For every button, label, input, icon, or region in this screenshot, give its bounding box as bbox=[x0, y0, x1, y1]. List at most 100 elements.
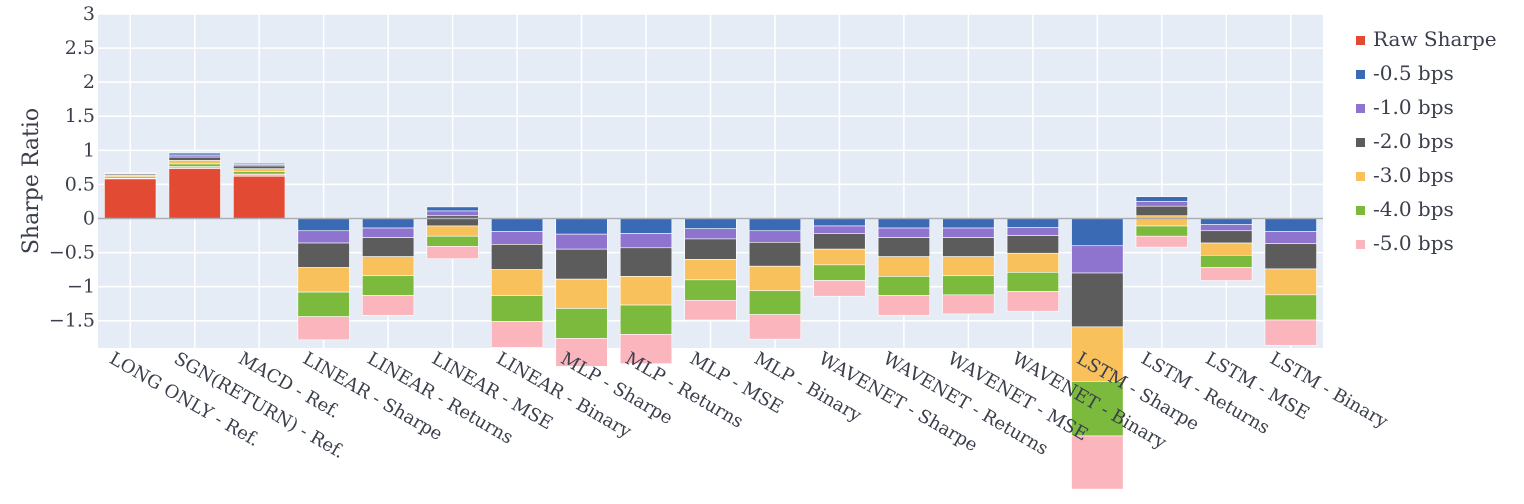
bar-segment-5-0-bps-16 bbox=[1071, 435, 1124, 490]
bar-segment-3-0-bps-17 bbox=[1135, 215, 1188, 227]
bars-layer bbox=[104, 152, 1317, 490]
bar-segment-5-0-bps-3 bbox=[233, 173, 286, 177]
bar-segment-0-5-bps-8 bbox=[555, 218, 608, 235]
y-axis-label: Sharpe Ratio bbox=[19, 108, 44, 254]
bar-segment-2-0-bps-10 bbox=[684, 238, 737, 260]
bar-segment-2-0-bps-9 bbox=[619, 247, 673, 277]
bar-segment-1-0-bps-8 bbox=[555, 233, 608, 250]
bar-segment-3-0-bps-7 bbox=[490, 269, 544, 296]
bar-segment-4-0-bps-17 bbox=[1135, 225, 1188, 237]
bar-segment-4-0-bps-2 bbox=[168, 163, 221, 167]
bar-segment-0-5-bps-4 bbox=[297, 218, 350, 232]
bar-segment-4-0-bps-7 bbox=[490, 295, 544, 322]
bar-segment-4-0-bps-11 bbox=[748, 290, 802, 315]
bar-segment-1-0-bps-7 bbox=[490, 231, 544, 245]
bar-segment-raw-sharpe-1 bbox=[104, 172, 157, 219]
bar-segment-3-0-bps-18 bbox=[1200, 242, 1253, 256]
bar-segment-4-0-bps-9 bbox=[619, 304, 673, 335]
bar-segment-1-0-bps-11 bbox=[748, 230, 802, 243]
bar-segment-0-5-bps-11 bbox=[748, 218, 802, 232]
bar-segment-5-0-bps-7 bbox=[490, 321, 544, 348]
legend-swatch bbox=[1356, 206, 1365, 215]
bar-segment-0-5-bps-12 bbox=[813, 218, 866, 227]
bar-segment-1-0-bps-10 bbox=[684, 228, 737, 240]
bar-segment-5-0-bps-1 bbox=[104, 177, 157, 180]
bar-segment-4-0-bps-18 bbox=[1200, 254, 1253, 268]
legend-label: -3.0 bps bbox=[1373, 163, 1454, 187]
bar-segment-3-0-bps-3 bbox=[233, 168, 286, 172]
bar-segment-5-0-bps-10 bbox=[684, 299, 737, 321]
bar-segment-3-0-bps-10 bbox=[684, 259, 737, 281]
y-tick-label: 2.5 bbox=[65, 37, 95, 59]
bar-segment-4-0-bps-3 bbox=[233, 171, 286, 175]
bar-segment-2-0-bps-8 bbox=[555, 248, 608, 280]
y-tick-label: 3 bbox=[83, 3, 95, 25]
bar-segment-0-5-bps-2 bbox=[168, 152, 221, 156]
bar-segment-4-0-bps-14 bbox=[942, 275, 995, 296]
bar-segment-1-0-bps-4 bbox=[297, 230, 350, 244]
bar-segment-4-0-bps-12 bbox=[813, 264, 866, 281]
bar-segment-0-5-bps-7 bbox=[490, 218, 544, 232]
bar-segment-5-0-bps-18 bbox=[1200, 267, 1253, 281]
bar-segment-4-0-bps-5 bbox=[362, 275, 415, 296]
bar-segment-3-0-bps-4 bbox=[297, 267, 350, 293]
bar-segment-2-0-bps-18 bbox=[1200, 230, 1253, 244]
bar-segment-2-0-bps-2 bbox=[168, 156, 221, 161]
y-tick-label: 1.5 bbox=[65, 105, 95, 127]
bar-segment-1-0-bps-13 bbox=[877, 227, 931, 238]
legend-swatch bbox=[1356, 70, 1365, 79]
legend-label: -1.0 bps bbox=[1373, 95, 1454, 119]
bar-segment-5-0-bps-6 bbox=[426, 246, 479, 260]
legend-swatch bbox=[1356, 104, 1365, 113]
x-tick-label: MLP - Binary bbox=[750, 348, 865, 427]
y-tick-label: 0.5 bbox=[65, 173, 95, 195]
bar-segment-0-5-bps-9 bbox=[619, 218, 673, 234]
bar-segment-1-0-bps-5 bbox=[362, 227, 415, 238]
bar-segment-2-0-bps-16 bbox=[1071, 272, 1124, 328]
y-tick-label: 2 bbox=[83, 71, 95, 93]
y-tick-label: −0.5 bbox=[49, 242, 95, 264]
bar-segment-3-0-bps-12 bbox=[813, 248, 866, 266]
bar-segment-4-0-bps-4 bbox=[297, 291, 350, 317]
bar-segment-3-0-bps-16 bbox=[1071, 326, 1124, 382]
bar-segment-2-0-bps-14 bbox=[942, 237, 995, 257]
legend-swatch bbox=[1356, 240, 1365, 249]
bar-segment-3-0-bps-5 bbox=[362, 256, 415, 277]
bar-segment-2-0-bps-17 bbox=[1135, 205, 1188, 217]
bar-segment-2-0-bps-6 bbox=[426, 215, 479, 227]
bar-segment-4-0-bps-6 bbox=[426, 235, 479, 247]
bar-segment-1-0-bps-9 bbox=[619, 233, 673, 249]
bar-segment-5-0-bps-11 bbox=[748, 314, 802, 340]
bar-segment-2-0-bps-3 bbox=[233, 165, 286, 170]
y-tick-label: −1.5 bbox=[49, 310, 95, 332]
bar-segment-5-0-bps-14 bbox=[942, 294, 995, 315]
bar-segment-0-5-bps-6 bbox=[426, 206, 479, 212]
bar-segment-0-5-bps-17 bbox=[1135, 196, 1188, 202]
bar-segment-1-0-bps-14 bbox=[942, 227, 995, 238]
bar-segment-0-5-bps-18 bbox=[1200, 218, 1253, 225]
legend-label: -4.0 bps bbox=[1373, 197, 1454, 221]
bar-segment-4-0-bps-19 bbox=[1264, 294, 1317, 321]
bar-segment-0-5-bps-5 bbox=[362, 218, 415, 229]
bar-segment-5-0-bps-19 bbox=[1264, 319, 1317, 346]
bar-segment-0-5-bps-15 bbox=[1006, 218, 1059, 228]
bar-segment-1-0-bps-17 bbox=[1135, 201, 1188, 207]
bar-segment-5-0-bps-8 bbox=[555, 338, 608, 367]
bar-segment-2-0-bps-5 bbox=[362, 237, 415, 257]
bar-segment-2-0-bps-11 bbox=[748, 242, 802, 267]
bar-segment-1-0-bps-19 bbox=[1264, 231, 1317, 245]
y-tick-label: −1 bbox=[67, 276, 95, 298]
bar-segment-3-0-bps-15 bbox=[1006, 252, 1059, 273]
y-tick-labels: 3 2.5 2 1.5 1 0.5 0 −0.5 −1 −1.5 bbox=[49, 3, 95, 332]
bar-segment-2-0-bps-12 bbox=[813, 233, 866, 250]
bar-segment-5-0-bps-13 bbox=[877, 295, 931, 316]
bar-segment-3-0-bps-14 bbox=[942, 256, 995, 277]
bar-segment-0-5-bps-10 bbox=[684, 218, 737, 230]
bar-segment-2-0-bps-19 bbox=[1264, 243, 1317, 270]
legend-label: -0.5 bps bbox=[1373, 61, 1454, 85]
legend-swatch bbox=[1356, 138, 1365, 147]
bar-segment-5-0-bps-12 bbox=[813, 280, 866, 297]
bar-segment-5-0-bps-15 bbox=[1006, 291, 1059, 312]
bar-segment-3-0-bps-2 bbox=[168, 160, 221, 165]
